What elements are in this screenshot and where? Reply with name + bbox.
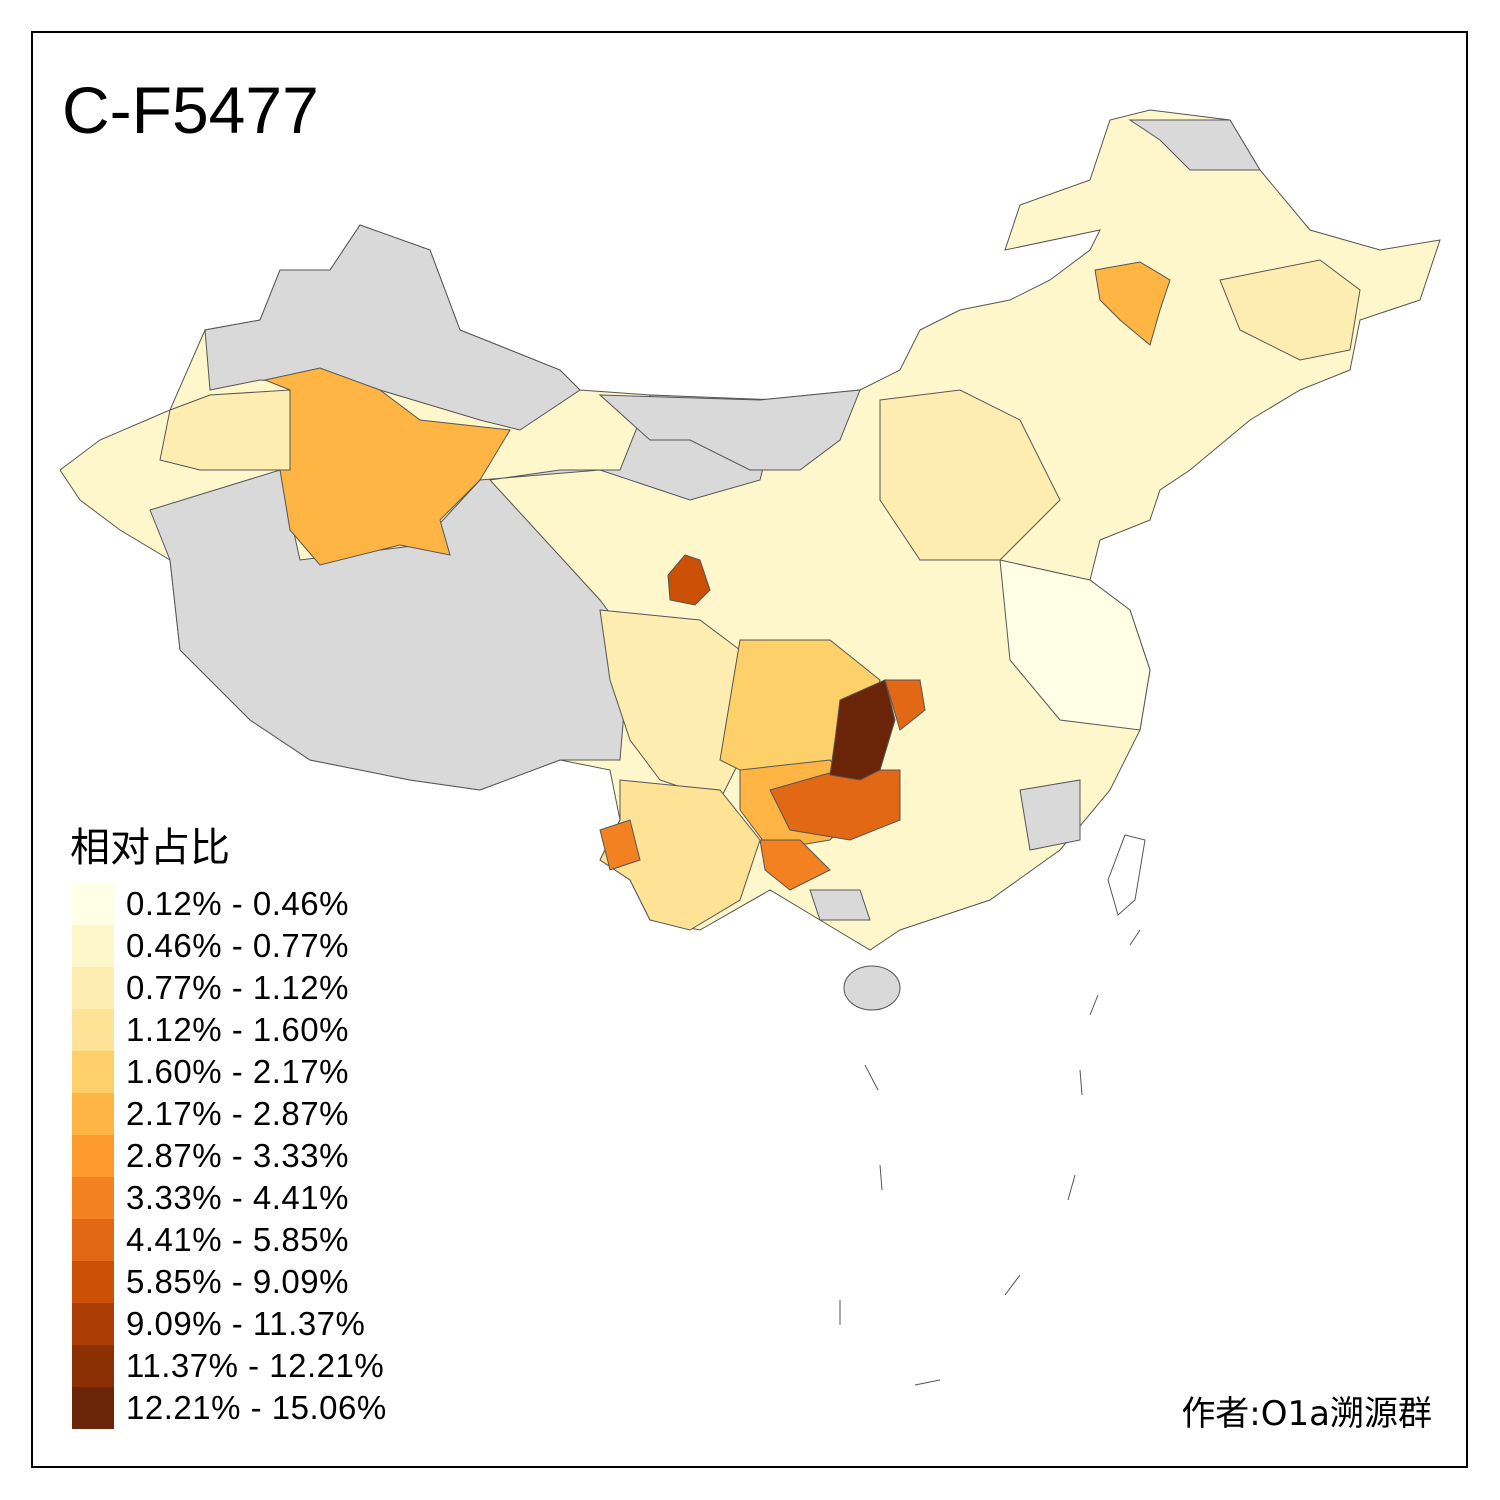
legend-item: 12.21% - 15.06%: [72, 1387, 387, 1429]
region-east-china: [999, 559, 1151, 731]
legend-item: 0.77% - 1.12%: [72, 967, 387, 1009]
legend-swatch: [72, 1009, 114, 1051]
legend-item: 2.87% - 3.33%: [72, 1135, 387, 1177]
region-yunnan-west-orange: [599, 819, 641, 871]
legend-label: 5.85% - 9.09%: [126, 1263, 349, 1300]
region-south-gray-2: [809, 889, 871, 921]
region-heilongjiang-orange: [1094, 261, 1171, 346]
legend-swatch: [72, 1051, 114, 1093]
region-northeast-light: [1219, 259, 1361, 361]
legend-swatch: [72, 967, 114, 1009]
region-south-gray-1: [1019, 779, 1081, 851]
legend-item: 0.46% - 0.77%: [72, 925, 387, 967]
region-xinjiang-west: [159, 389, 291, 471]
legend-swatch: [72, 925, 114, 967]
legend-label: 1.12% - 1.60%: [126, 1011, 349, 1048]
map-title: C-F5477: [62, 73, 319, 147]
taiwan-island: [1107, 834, 1146, 916]
legend-label: 3.33% - 4.41%: [126, 1179, 349, 1216]
legend-item: 1.60% - 2.17%: [72, 1051, 387, 1093]
legend-label: 2.17% - 2.87%: [126, 1095, 349, 1132]
legend-item: 4.41% - 5.85%: [72, 1219, 387, 1261]
legend-label: 0.46% - 0.77%: [126, 927, 349, 964]
legend-item: 3.33% - 4.41%: [72, 1177, 387, 1219]
region-guangxi-orange: [759, 839, 831, 891]
region-xinjiang-orange: [263, 367, 511, 566]
region-hubei-east: [884, 679, 926, 731]
legend-swatch: [72, 883, 114, 925]
legend-swatch: [72, 1219, 114, 1261]
legend-swatch: [72, 1345, 114, 1387]
legend-item: 9.09% - 11.37%: [72, 1303, 387, 1345]
hainan-island: [843, 965, 901, 1011]
legend-swatch: [72, 1387, 114, 1429]
legend-swatch: [72, 1177, 114, 1219]
legend-item: 11.37% - 12.21%: [72, 1345, 387, 1387]
legend-label: 11.37% - 12.21%: [126, 1347, 385, 1384]
map-frame: [31, 31, 1468, 1468]
legend-swatch: [72, 1093, 114, 1135]
legend-swatch: [72, 1135, 114, 1177]
legend-title: 相对占比: [70, 825, 230, 871]
legend-label: 0.12% - 0.46%: [126, 885, 349, 922]
legend: 0.12% - 0.46% 0.46% - 0.77% 0.77% - 1.12% 1…: [72, 883, 387, 1429]
legend-item: 5.85% - 9.09%: [72, 1261, 387, 1303]
region-north-china: [879, 389, 1061, 561]
legend-label: 4.41% - 5.85%: [126, 1221, 349, 1258]
legend-swatch: [72, 1303, 114, 1345]
region-no-data-northeast: [1128, 119, 1261, 171]
legend-item: 2.17% - 2.87%: [72, 1093, 387, 1135]
region-gansu-red: [667, 554, 711, 606]
legend-label: 2.87% - 3.33%: [126, 1137, 349, 1174]
legend-label: 0.77% - 1.12%: [126, 969, 349, 1006]
legend-item: 1.12% - 1.60%: [72, 1009, 387, 1051]
author-credit: 作者:O1a溯源群: [1181, 1394, 1432, 1434]
region-no-data-inner-mongolia-west: [598, 389, 861, 471]
south-china-sea-boundary: [839, 929, 1141, 1386]
legend-label: 9.09% - 11.37%: [126, 1305, 366, 1342]
legend-label: 1.60% - 2.17%: [126, 1053, 349, 1090]
legend-label: 12.21% - 15.06%: [126, 1389, 387, 1426]
legend-swatch: [72, 1261, 114, 1303]
legend-item: 0.12% - 0.46%: [72, 883, 387, 925]
